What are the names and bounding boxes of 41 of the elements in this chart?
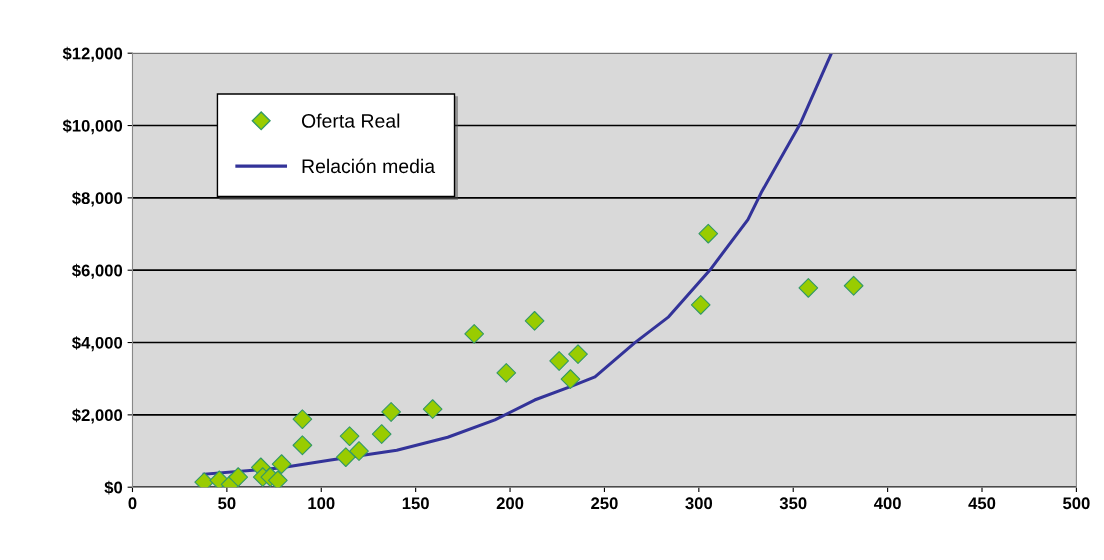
point	[422, 399, 443, 419]
x-tick-label: 500	[1063, 497, 1090, 510]
point	[381, 402, 401, 422]
x-tick-label: 0	[128, 497, 137, 510]
x-tick-label: 250	[591, 497, 618, 510]
point	[698, 223, 719, 244]
point	[371, 424, 392, 444]
x-tick-label: 100	[308, 497, 335, 510]
y-tick-label: $4,000	[72, 336, 123, 352]
point	[339, 426, 360, 447]
y-tick-label: $6,000	[72, 263, 123, 279]
point	[267, 470, 288, 488]
x-tick-label: 450	[968, 497, 996, 510]
x-tick-label: 150	[402, 497, 429, 510]
y-tick-label: $2,000	[72, 408, 123, 424]
x-tick-label: 350	[779, 497, 807, 510]
x-tick-label: 200	[496, 497, 524, 510]
point	[228, 467, 249, 487]
y-tick-label: $8,000	[72, 191, 123, 207]
point	[464, 323, 485, 344]
point	[496, 363, 517, 383]
y-tick-label: $10,000	[62, 119, 123, 135]
point	[292, 409, 313, 430]
x-tick-label: 50	[218, 497, 236, 510]
x-tick-label: 300	[685, 497, 713, 510]
point	[335, 447, 356, 468]
point	[292, 435, 313, 456]
point	[560, 369, 581, 389]
point	[568, 344, 588, 364]
y-tick-label: $12,000	[62, 46, 123, 62]
point	[690, 295, 711, 315]
point	[798, 278, 819, 298]
legend-label: Oferta Real	[301, 113, 400, 128]
point	[349, 441, 369, 461]
point	[843, 275, 864, 296]
y-tick-label: $0	[104, 480, 123, 495]
point	[524, 310, 545, 331]
point	[271, 454, 292, 474]
point	[549, 351, 570, 371]
legend-label: Relación media	[302, 158, 436, 174]
x-tick-label: 400	[873, 497, 901, 510]
